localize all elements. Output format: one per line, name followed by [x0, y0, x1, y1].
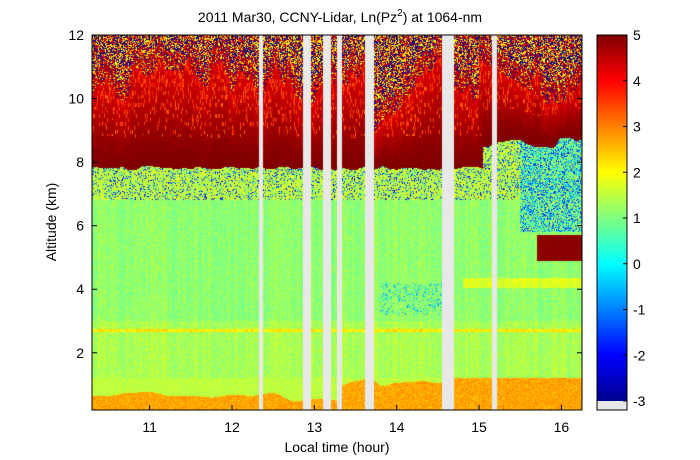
y-tick-label: 6 — [76, 218, 84, 234]
x-tick-label: 11 — [142, 419, 157, 435]
colorbar-frame — [596, 34, 628, 411]
colorbar-tick-label: -1 — [633, 302, 646, 318]
x-tick-label: 14 — [389, 419, 405, 435]
colorbar-tick-label: 2 — [633, 164, 641, 180]
colorbar-ticks: 5 4 3 2 1 0 -1 -2 -3 — [623, 27, 646, 409]
colorbar-gradient — [597, 35, 627, 401]
colorbar-tick-label: -3 — [633, 393, 646, 409]
x-axis: 11 12 13 14 15 16 — [142, 35, 569, 435]
y-tick-label: 2 — [76, 345, 84, 361]
plot-area — [92, 35, 582, 410]
x-axis-label: Local time (hour) — [284, 439, 389, 455]
x-tick-label: 15 — [471, 419, 487, 435]
colorbar-tick-label: 5 — [633, 27, 641, 43]
heatmap-image — [92, 35, 582, 410]
y-tick-label: 12 — [68, 27, 84, 43]
y-axis: 2 4 6 8 10 12 — [68, 27, 582, 361]
x-tick-label: 13 — [307, 419, 323, 435]
colorbar-tick-label: -2 — [633, 347, 646, 363]
y-tick-label: 4 — [76, 281, 84, 297]
x-tick-label: 12 — [224, 419, 240, 435]
y-axis-label: Altitude (km) — [43, 183, 59, 262]
x-tick-label: 16 — [554, 419, 570, 435]
y-tick-label: 10 — [68, 91, 84, 107]
colorbar-tick-label: 3 — [633, 119, 641, 135]
colorbar-tick-label: 1 — [633, 210, 641, 226]
chart-title: 2011 Mar30, CCNY-Lidar, Ln(Pz2) at 1064-… — [198, 8, 482, 25]
colorbar: 5 4 3 2 1 0 -1 -2 -3 — [596, 27, 646, 411]
colorbar-tick-label: 0 — [633, 256, 641, 272]
y-tick-label: 8 — [76, 154, 84, 170]
colorbar-underflow-swatch — [597, 401, 627, 410]
colorbar-tick-label: 4 — [633, 73, 641, 89]
plot-frame — [91, 34, 583, 411]
